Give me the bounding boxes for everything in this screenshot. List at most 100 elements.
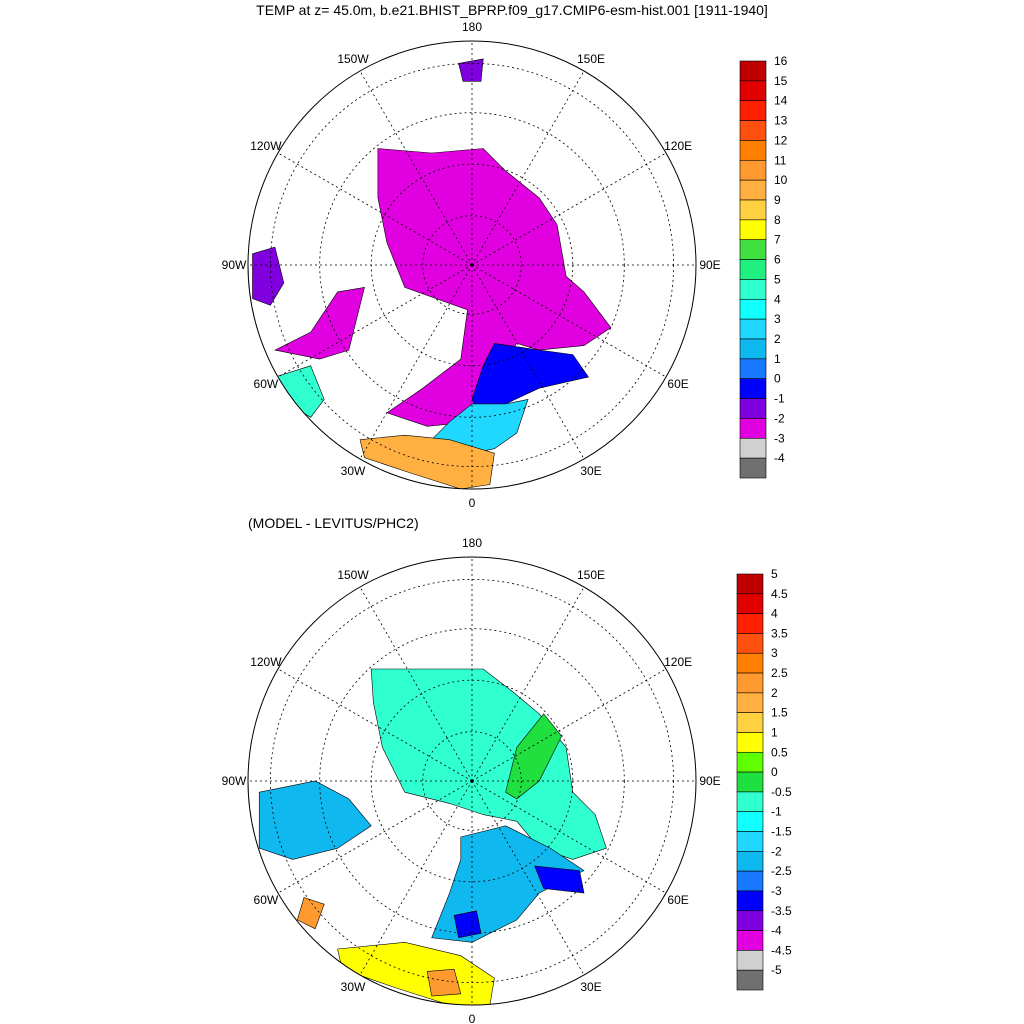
colorbar-label: 2.5	[771, 666, 788, 680]
colorbar-label: -3	[771, 884, 782, 898]
map-panel-difference: 180 150E 120E 90E 60E 30E 0 30W 60W 90W 120W 150W 5 4…	[222, 536, 792, 1024]
colorbar-swatch	[739, 60, 767, 82]
meridian-line	[471, 586, 585, 782]
colorbar-swatch	[736, 751, 764, 773]
longitude-label: 30W	[341, 980, 366, 994]
colorbar-swatch	[736, 791, 764, 813]
colorbar-swatch	[739, 298, 767, 320]
colorbar-label: 6	[774, 253, 781, 267]
colorbar-swatch	[739, 358, 767, 380]
colorbar-swatch	[736, 652, 764, 674]
meridian-line	[471, 264, 667, 378]
graticule	[248, 41, 696, 489]
longitude-label: 0	[469, 496, 476, 510]
colorbar-swatch	[739, 418, 767, 439]
colorbar-label: 15	[774, 74, 788, 88]
colorbar-swatch	[736, 732, 764, 753]
meridian-line	[471, 152, 667, 266]
colorbar-label: -3	[774, 431, 785, 445]
colorbar-swatch	[739, 159, 767, 181]
meridian-line	[471, 780, 585, 976]
colorbar-label: -1.5	[771, 825, 792, 839]
longitude-label: 0	[469, 1012, 476, 1024]
meridian-line	[359, 264, 473, 460]
colorbar-label: 4.5	[771, 587, 788, 601]
colorbar-swatch	[739, 437, 767, 459]
meridian-line	[277, 668, 473, 782]
colorbar-swatch	[739, 378, 767, 399]
parallel-circle	[370, 163, 574, 367]
colorbar-label: -0.5	[771, 785, 792, 799]
colorbar-swatch	[739, 457, 767, 479]
colorbar-swatch	[736, 831, 764, 852]
colorbar-swatch	[739, 338, 767, 360]
colorbar-swatch	[739, 140, 767, 161]
colorbar-label: -4.5	[771, 943, 792, 957]
longitude-label: 90E	[699, 258, 720, 272]
parallel-circle	[269, 579, 675, 984]
colorbar-label: 3.5	[771, 626, 788, 640]
meridian-line	[471, 780, 667, 894]
region-central-arctic	[377, 148, 612, 427]
colorbar-label: -3.5	[771, 904, 792, 918]
longitude-label: 120E	[664, 139, 692, 153]
colorbar-label: 7	[774, 233, 781, 247]
colorbar-swatch	[736, 771, 764, 793]
meridian-line	[471, 70, 585, 266]
colorbar-label: -4	[771, 924, 782, 938]
colorbar-swatch	[736, 712, 764, 733]
colorbar-swatch	[736, 910, 764, 931]
figure-title: TEMP at z= 45.0m, b.e21.BHIST_BPRP.f09_g…	[256, 2, 768, 18]
colorbar-label: 1	[771, 725, 778, 739]
map-border	[247, 40, 697, 490]
colorbar-swatch	[736, 593, 764, 614]
colorbar-label: 1.5	[771, 706, 788, 720]
colorbar-swatch	[739, 219, 767, 241]
colorbar-swatch	[739, 100, 767, 121]
longitude-label: 60W	[254, 377, 279, 391]
colorbar-swatch	[736, 851, 764, 872]
longitude-label: 180	[462, 20, 482, 34]
colorbar-label: 12	[774, 133, 788, 147]
region-hudson-bay	[458, 58, 484, 82]
colorbar-label: -4	[774, 451, 785, 465]
colorbar-swatch	[739, 318, 767, 340]
longitude-label: 150E	[577, 568, 605, 582]
longitude-label: 150W	[337, 52, 369, 66]
colorbar-label: 0	[771, 765, 778, 779]
region-canadian-archipelago	[258, 780, 372, 860]
colorbar: 5 4.5 4 3.5 3 2.5 2 1.5 1 0.5 0 -0.5 -1 -1.5 -2 -2.5 -3 -…	[736, 567, 792, 991]
parallel-circle	[370, 679, 574, 883]
colorbar-label: 4	[774, 292, 781, 306]
colorbar-label: 3	[774, 312, 781, 326]
difference-subtitle: (MODEL - LEVITUS/PHC2)	[248, 515, 419, 531]
meridian-line	[359, 780, 473, 976]
colorbar-swatch	[739, 80, 767, 102]
graticule	[248, 557, 696, 1005]
colorbar-label: -2	[774, 411, 785, 425]
colorbar-swatch	[736, 969, 764, 991]
region-barents-sea	[453, 910, 482, 939]
map-border	[247, 556, 697, 1006]
colorbar-label: -1	[774, 392, 785, 406]
region-north-atlantic	[359, 434, 495, 489]
colorbar-label: 11	[774, 153, 787, 167]
meridian-line	[277, 780, 473, 894]
colorbar-label: 2	[774, 332, 781, 346]
colorbar-label: -5	[771, 963, 782, 977]
longitude-label: 120W	[250, 139, 282, 153]
colorbar-label: 9	[774, 193, 781, 207]
colorbar-label: -2	[771, 844, 782, 858]
longitude-label: 30E	[580, 980, 601, 994]
colorbar-label: -2.5	[771, 864, 792, 878]
colorbar-swatch	[739, 279, 767, 300]
longitude-label: 150W	[337, 568, 369, 582]
meridian-line	[277, 152, 473, 266]
longitude-label: 60E	[667, 377, 688, 391]
colorbar-label: 5	[771, 567, 778, 581]
longitude-label: 60E	[667, 893, 688, 907]
colorbar-swatch	[739, 239, 767, 260]
meridian-line	[359, 586, 473, 782]
